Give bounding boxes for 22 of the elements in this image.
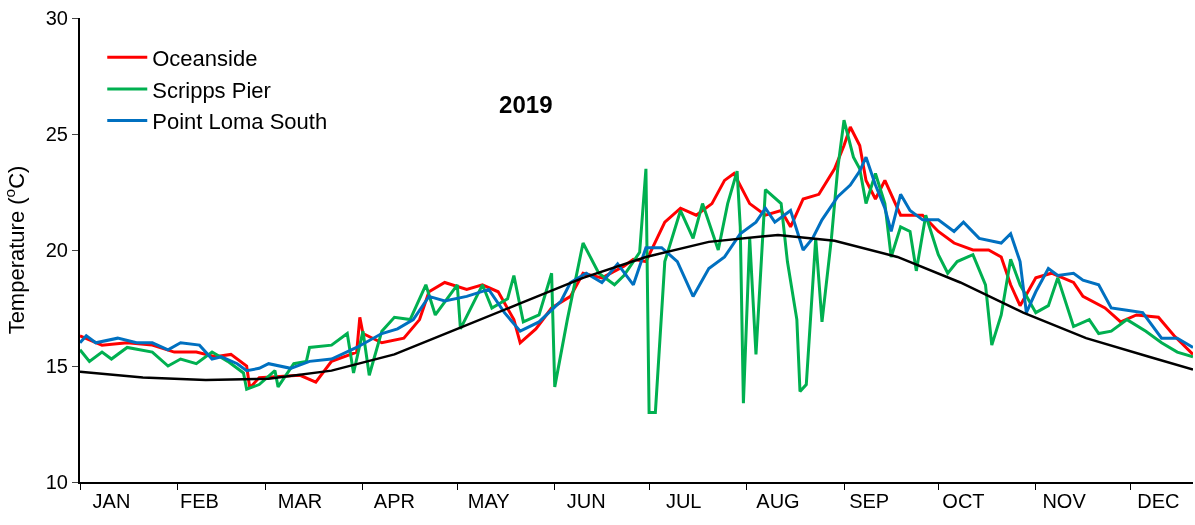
legend-label: Point Loma South [152, 109, 328, 135]
y-tick-label: 15 [45, 355, 68, 377]
x-tick-label: SEP [849, 490, 890, 512]
y-tick-label: 20 [45, 239, 68, 261]
x-tick-label: AUG [756, 490, 800, 512]
x-tick-label: OCT [942, 490, 985, 512]
x-tick-label: JUN [566, 490, 606, 512]
x-tick-label: APR [373, 490, 415, 512]
y-tick-label: 30 [45, 7, 68, 29]
text: 2019 [499, 91, 553, 119]
x-tick-label: JUL [665, 490, 702, 512]
x-tick-label: DEC [1137, 490, 1180, 512]
legend-label: Oceanside [152, 45, 258, 71]
x-tick-label: NOV [1042, 490, 1087, 512]
x-tick-label: MAR [277, 490, 323, 512]
x-tick-label: MAY [467, 490, 510, 512]
y-tick-label: 25 [45, 123, 68, 145]
legend-label: Scripps Pier [152, 77, 271, 103]
x-tick-label: FEB [180, 490, 219, 512]
x-tick-label: JAN [92, 490, 131, 512]
line-series [80, 155, 1193, 373]
y-tick-label: 10 [45, 471, 68, 493]
